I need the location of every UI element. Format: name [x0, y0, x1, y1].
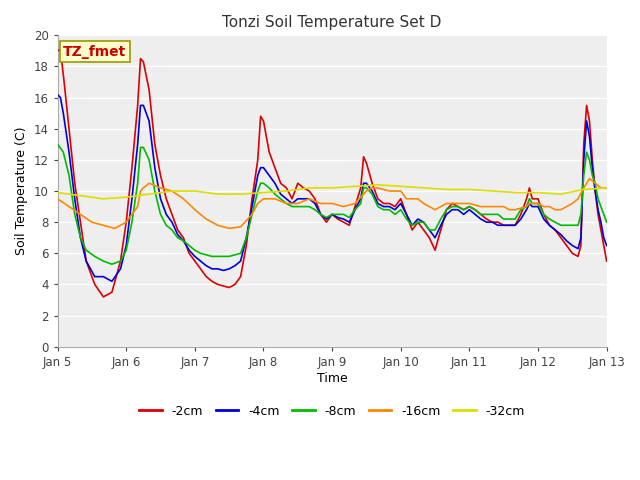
Y-axis label: Soil Temperature (C): Soil Temperature (C)	[15, 127, 28, 255]
Title: Tonzi Soil Temperature Set D: Tonzi Soil Temperature Set D	[223, 15, 442, 30]
X-axis label: Time: Time	[317, 372, 348, 384]
Legend: -2cm, -4cm, -8cm, -16cm, -32cm: -2cm, -4cm, -8cm, -16cm, -32cm	[134, 400, 530, 423]
Text: TZ_fmet: TZ_fmet	[63, 45, 126, 59]
